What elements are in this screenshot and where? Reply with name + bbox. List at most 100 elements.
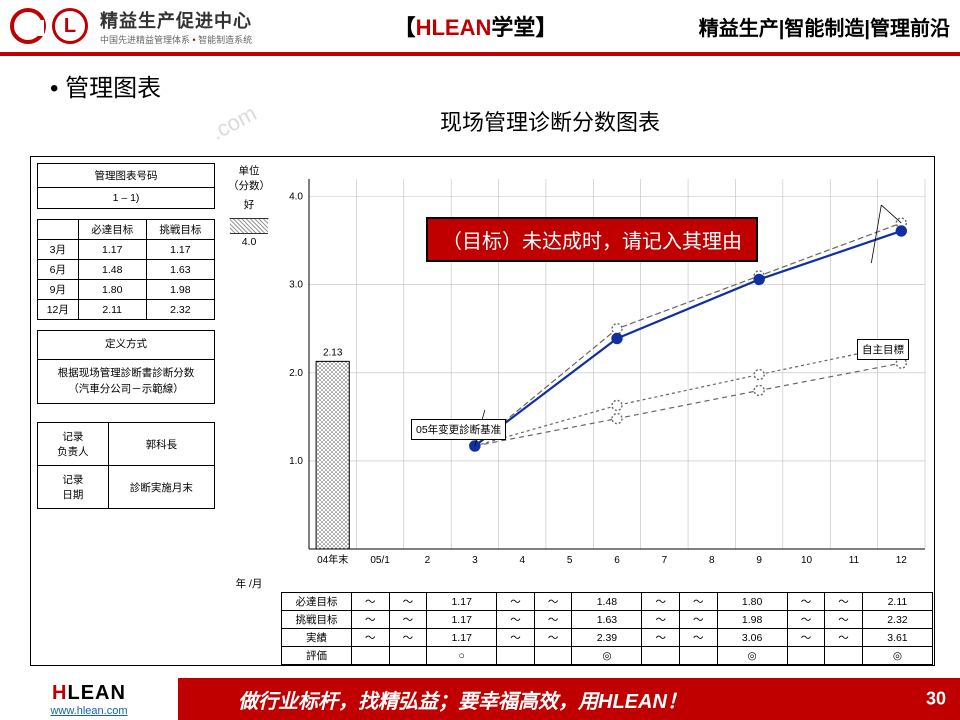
row-label: 評価: [282, 647, 352, 665]
svg-text:2: 2: [425, 555, 431, 566]
data-cell: ～: [787, 611, 825, 629]
data-cell: ～: [352, 629, 390, 647]
data-cell: 3.61: [862, 629, 932, 647]
annot-change: 05年变更診断基准: [411, 419, 506, 440]
page-header: L 精益生产促进中心 中国先进精益管理体系 • 智能制造系统 【HLEAN学堂】…: [0, 0, 960, 56]
data-cell: ～: [642, 611, 680, 629]
svg-text:05/1: 05/1: [370, 555, 390, 566]
data-cell: 1.17: [427, 611, 497, 629]
unit-column: 单位 （分数） 好 4.0: [223, 163, 275, 248]
data-cell: 2.11: [862, 593, 932, 611]
svg-text:3: 3: [472, 555, 478, 566]
header-center: 【HLEAN学堂】: [252, 10, 699, 42]
logo-c-icon: [10, 8, 46, 44]
svg-text:7: 7: [662, 555, 668, 566]
data-cell: ～: [825, 611, 863, 629]
footer-url[interactable]: www.hlean.com: [50, 705, 127, 717]
logo-text: 精益生产促进中心 中国先进精益管理体系 • 智能制造系统: [100, 7, 252, 46]
data-cell: [680, 647, 718, 665]
header-right: 精益生产|智能制造|管理前沿: [699, 12, 950, 41]
data-cell: ○: [427, 647, 497, 665]
data-cell: [787, 647, 825, 665]
data-cell: 1.17: [427, 629, 497, 647]
data-cell: ～: [534, 593, 572, 611]
data-cell: [534, 647, 572, 665]
data-cell: [352, 647, 390, 665]
row-label: 実績: [282, 629, 352, 647]
footer-right: 做行业标杆，找精弘益；要幸福高效，用HLEAN！ 30: [178, 678, 960, 720]
svg-text:04年末: 04年末: [317, 553, 348, 566]
logo-l-icon: L: [52, 8, 88, 44]
record-table: 记录负责人 郭科長 记录日期 診断実施月末: [37, 422, 215, 509]
code-header: 管理图表号码: [38, 164, 215, 188]
data-cell: ～: [642, 593, 680, 611]
data-cell: ～: [787, 593, 825, 611]
data-cell: 1.98: [717, 611, 787, 629]
row-label: 必達目标: [282, 593, 352, 611]
data-cell: 3.06: [717, 629, 787, 647]
data-cell: [642, 647, 680, 665]
data-cell: ～: [352, 593, 390, 611]
data-cell: ～: [534, 629, 572, 647]
svg-text:2.13: 2.13: [323, 347, 343, 358]
data-cell: ～: [389, 611, 427, 629]
svg-text:12: 12: [896, 555, 908, 566]
svg-text:10: 10: [801, 555, 813, 566]
svg-text:1.0: 1.0: [289, 456, 303, 467]
svg-text:11: 11: [849, 555, 860, 566]
data-cell: [389, 647, 427, 665]
bottom-data-table: 必達目标～～1.17～～1.48～～1.80～～2.11挑戦目标～～1.17～～…: [281, 592, 933, 665]
data-cell: ～: [680, 611, 718, 629]
def-body: 根据现场管理診断書診断分数 （汽車分公司－示範線）: [38, 359, 215, 404]
data-cell: ～: [825, 629, 863, 647]
svg-text:9: 9: [756, 555, 762, 566]
data-cell: ◎: [572, 647, 642, 665]
definition-table: 定义方式 根据现场管理診断書診断分数 （汽車分公司－示範線）: [37, 330, 215, 404]
data-cell: ～: [389, 629, 427, 647]
axis-x-label: 年 /月: [223, 576, 275, 591]
logo-subtitle: 中国先进精益管理体系 • 智能制造系统: [100, 33, 252, 46]
data-cell: 1.63: [572, 611, 642, 629]
svg-text:3.0: 3.0: [289, 280, 303, 291]
targets-table: 必達目标 挑戦目标 3月1.171.17 6月1.481.63 9月1.801.…: [37, 219, 215, 320]
footer-left: HLEAN www.hlean.com: [0, 678, 178, 720]
footer-brand: HLEAN: [52, 682, 126, 705]
data-cell: ～: [497, 611, 535, 629]
data-cell: 1.17: [427, 593, 497, 611]
data-cell: ～: [680, 629, 718, 647]
data-cell: ～: [825, 593, 863, 611]
data-cell: 2.39: [572, 629, 642, 647]
section-bullet: 管理图表: [0, 56, 960, 107]
svg-text:4: 4: [519, 555, 525, 566]
code-value: 1 – 1): [38, 188, 215, 209]
annot-self: 自主目標: [857, 339, 909, 360]
data-cell: ～: [534, 611, 572, 629]
data-cell: ～: [787, 629, 825, 647]
data-cell: [497, 647, 535, 665]
data-cell: ～: [497, 629, 535, 647]
data-cell: ～: [642, 629, 680, 647]
svg-text:8: 8: [709, 555, 715, 566]
svg-text:6: 6: [614, 555, 620, 566]
good-arrow-icon: [229, 218, 269, 234]
data-cell: ～: [680, 593, 718, 611]
data-cell: ◎: [717, 647, 787, 665]
warning-callout: （目标）未达成时，请记入其理由: [426, 217, 758, 262]
chart-title: 现场管理诊断分数图表: [140, 105, 960, 137]
data-cell: 2.32: [862, 611, 932, 629]
data-cell: [825, 647, 863, 665]
code-table: 管理图表号码 1 – 1): [37, 163, 215, 209]
data-cell: ◎: [862, 647, 932, 665]
data-cell: 1.80: [717, 593, 787, 611]
data-cell: ～: [497, 593, 535, 611]
data-cell: 1.48: [572, 593, 642, 611]
svg-text:5: 5: [567, 555, 573, 566]
svg-text:4.0: 4.0: [289, 192, 303, 203]
main-frame: 管理图表号码 1 – 1) 必達目标 挑戦目标 3月1.171.17 6月1.4…: [30, 156, 935, 666]
data-cell: ～: [389, 593, 427, 611]
footer: HLEAN www.hlean.com 做行业标杆，找精弘益；要幸福高效，用HL…: [0, 678, 960, 720]
logo-block: L 精益生产促进中心 中国先进精益管理体系 • 智能制造系统: [10, 7, 252, 46]
page-number: 30: [926, 689, 946, 710]
logo-title: 精益生产促进中心: [100, 7, 252, 33]
def-header: 定义方式: [38, 331, 215, 360]
